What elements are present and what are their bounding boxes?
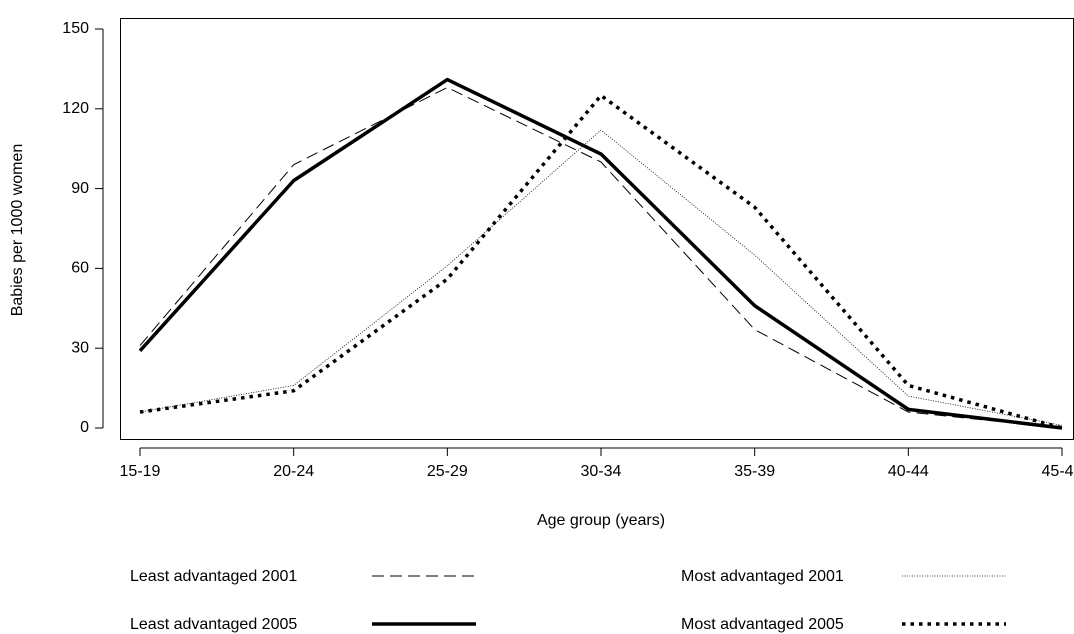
y-tick-label: 60	[71, 260, 89, 277]
y-tick-label: 90	[71, 180, 89, 197]
x-tick-label: 35-39	[734, 463, 775, 480]
x-tick-label: 15-19	[120, 463, 161, 480]
data-line	[139, 93, 1063, 430]
legend-label: Most advantaged 2001	[681, 568, 844, 585]
y-axis-label: Babies per 1000 women	[9, 144, 26, 317]
data-line	[139, 87, 1063, 429]
x-tick-label: 25-29	[427, 463, 468, 480]
legend-label: Most advantaged 2005	[681, 616, 844, 633]
plot-frame	[120, 18, 1074, 440]
x-tick-label: 30-34	[581, 463, 622, 480]
x-tick-label: 40-44	[888, 463, 929, 480]
data-line	[138, 77, 1063, 430]
y-tick-label: 150	[62, 20, 89, 37]
legend-label: Least advantaged 2005	[130, 616, 297, 633]
x-tick-label: 20-24	[273, 463, 314, 480]
data-line	[139, 129, 1063, 426]
x-tick-label: 45-49	[1042, 463, 1074, 480]
legend-label: Least advantaged 2001	[130, 568, 297, 585]
x-axis-label: Age group (years)	[537, 512, 665, 529]
y-tick-label: 120	[62, 100, 89, 117]
y-tick-label: 30	[71, 339, 89, 356]
y-tick-label: 0	[80, 419, 89, 436]
